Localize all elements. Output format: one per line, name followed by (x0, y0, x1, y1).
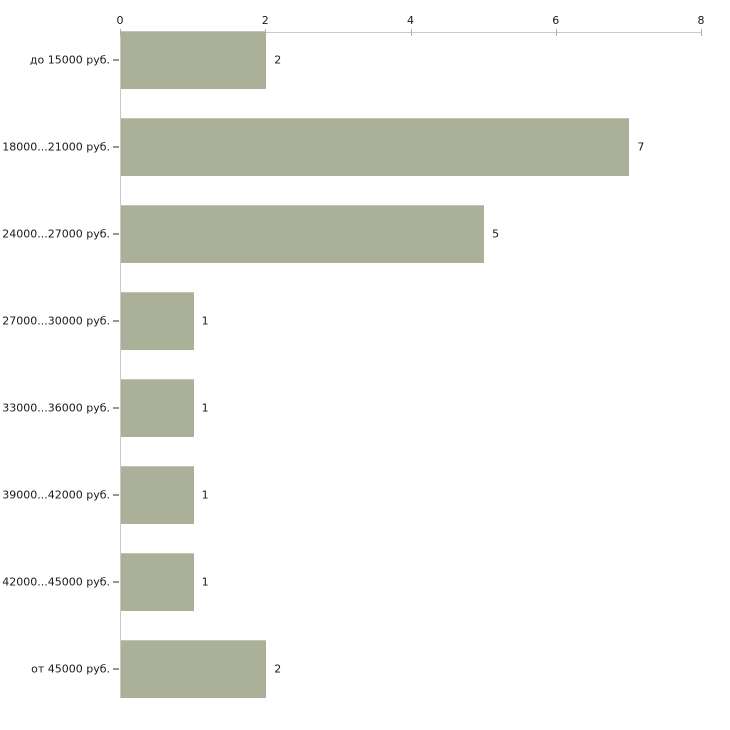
category-tick-mark (113, 668, 119, 670)
x-tick-label: 2 (261, 14, 269, 27)
category-tick-mark (113, 59, 119, 61)
value-label: 2 (274, 662, 282, 676)
category-label: 18000...21000 руб. (2, 140, 110, 154)
category-tick-mark (113, 407, 119, 409)
bar (121, 31, 267, 89)
x-tick-mark (410, 29, 412, 36)
value-label: 7 (637, 140, 645, 154)
value-label: 1 (201, 314, 209, 328)
category-tick-mark (113, 320, 119, 322)
value-label: 1 (201, 401, 209, 415)
value-label: 1 (201, 575, 209, 589)
category-label: до 15000 руб. (29, 53, 110, 67)
y-axis-line (120, 32, 121, 698)
x-tick-mark (555, 29, 557, 36)
category-label: 24000...27000 руб. (2, 227, 110, 241)
category-label: 33000...36000 руб. (2, 401, 110, 415)
category-label: 42000...45000 руб. (2, 575, 110, 589)
bar (121, 205, 485, 263)
x-tick-label: 6 (552, 14, 560, 27)
category-tick-mark (113, 233, 119, 235)
bar (121, 379, 194, 437)
category-tick-mark (113, 581, 119, 583)
x-tick-mark (120, 29, 121, 36)
bar (121, 553, 194, 611)
x-tick-label: 4 (407, 14, 414, 27)
value-label: 2 (274, 53, 282, 67)
category-tick-mark (113, 146, 119, 148)
category-tick-mark (113, 494, 119, 496)
bar (121, 118, 630, 176)
category-label: от 45000 руб. (31, 662, 110, 676)
category-label: 39000...42000 руб. (2, 488, 110, 502)
category-label: 27000...30000 руб. (2, 314, 110, 328)
value-label: 5 (492, 227, 500, 241)
bar (121, 292, 194, 350)
value-label: 1 (201, 488, 209, 502)
bar (121, 466, 194, 524)
bar (121, 640, 267, 698)
x-tick-label: 0 (116, 14, 124, 27)
x-tick-label: 8 (697, 14, 705, 27)
x-tick-mark (701, 29, 702, 36)
